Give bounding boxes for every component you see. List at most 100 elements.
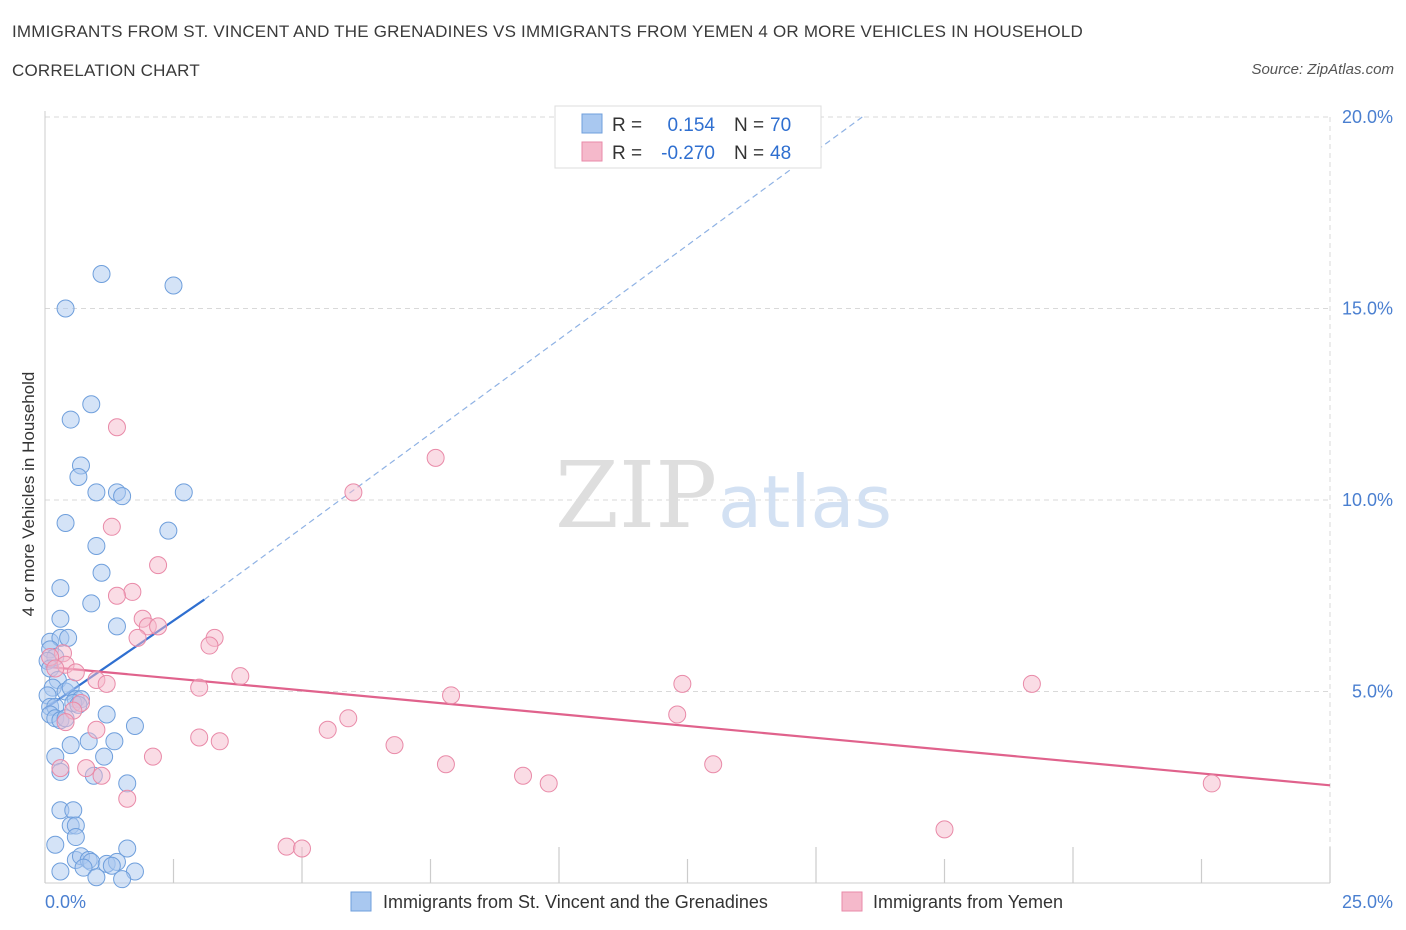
blue-data-point (59, 628, 78, 647)
blue-trend-extension (203, 116, 863, 601)
pink-data-point (107, 586, 126, 605)
pink-data-point (935, 820, 954, 839)
pink-data-point (231, 667, 250, 686)
y-tick-label: 20.0% (1342, 107, 1393, 127)
pink-data-point (149, 556, 168, 575)
pink-data-point (293, 839, 311, 858)
legend-swatch-blue (350, 891, 372, 912)
pink-data-point (51, 759, 70, 778)
watermark: ZIP atlas (555, 442, 892, 549)
blue-data-point (51, 579, 70, 598)
pink-data-point (87, 720, 106, 739)
pink-data-point (436, 755, 455, 774)
blue-data-point (164, 276, 183, 295)
blue-data-point (82, 395, 101, 414)
stats-swatch-pink (581, 141, 603, 162)
blue-data-point (56, 513, 75, 532)
stats-legend: R = 0.154 N = 70 R = -0.270 N = 48 (554, 105, 822, 169)
blue-data-point (82, 594, 101, 613)
stats-r-label-pink: R = (612, 143, 642, 164)
blue-data-point (174, 483, 193, 502)
blue-data-point (92, 563, 111, 582)
watermark-zip: ZIP (555, 442, 717, 549)
pink-data-point (1022, 674, 1041, 693)
data-points (38, 265, 1221, 889)
pink-data-point (318, 720, 337, 739)
blue-data-point (92, 265, 111, 284)
pink-data-point (673, 674, 692, 693)
pink-data-point (92, 766, 111, 785)
pink-data-point (514, 766, 533, 785)
blue-data-point (51, 609, 70, 628)
blue-data-point (95, 747, 114, 766)
pink-data-point (344, 483, 363, 502)
pink-trend-line (44, 665, 1331, 787)
blue-data-point (51, 862, 70, 881)
blue-data-point (87, 536, 106, 555)
pink-data-point (77, 759, 96, 778)
y-tick-label: 5.0% (1352, 682, 1393, 702)
pink-data-point (277, 837, 296, 856)
blue-data-point (87, 868, 106, 887)
y-tick-label: 15.0% (1342, 299, 1393, 319)
blue-data-point (46, 835, 65, 854)
blue-data-point (118, 839, 137, 858)
blue-data-point (87, 483, 106, 502)
pink-data-point (190, 678, 209, 697)
pink-data-point (200, 636, 219, 655)
pink-data-point (123, 582, 142, 601)
pink-data-point (97, 674, 116, 693)
stats-r-value-pink: -0.270 (661, 143, 715, 164)
y-tick-label: 10.0% (1342, 490, 1393, 510)
pink-data-point (118, 789, 137, 808)
pink-data-point (190, 728, 209, 747)
chart-title: IMMIGRANTS FROM ST. VINCENT AND THE GREN… (12, 22, 1083, 41)
blue-data-point (97, 705, 116, 724)
pink-data-point (442, 686, 461, 705)
stats-n-value-pink: 48 (770, 143, 791, 164)
blue-data-point (69, 468, 88, 487)
pink-data-point (339, 709, 358, 728)
blue-data-point (113, 870, 132, 889)
pink-data-point (385, 736, 404, 755)
pink-data-point (426, 448, 445, 467)
pink-data-point (668, 705, 687, 724)
blue-data-point (159, 521, 178, 540)
pink-data-point (102, 517, 121, 536)
blue-data-point (64, 801, 83, 820)
stats-r-value-blue: 0.154 (667, 115, 715, 136)
pink-data-point (1202, 774, 1221, 793)
blue-data-point (107, 617, 126, 636)
blue-data-point (56, 299, 75, 318)
legend-label-blue: Immigrants from St. Vincent and the Gren… (383, 892, 768, 912)
source-label: Source: ZipAtlas.com (1251, 61, 1394, 78)
stats-n-value-blue: 70 (770, 115, 791, 136)
pink-data-point (143, 747, 162, 766)
x-tick-label: 0.0% (45, 892, 86, 912)
axes: 5.0% 10.0% 15.0% 20.0% 0.0% 25.0% (44, 107, 1393, 912)
blue-data-point (74, 858, 93, 877)
blue-data-point (113, 487, 132, 506)
blue-data-point (125, 716, 144, 735)
legend-swatch-pink (841, 891, 863, 912)
pink-data-point (128, 628, 147, 647)
stats-n-label-blue: N = (734, 115, 764, 136)
pink-data-point (704, 755, 723, 774)
x-tick-label: 25.0% (1342, 892, 1393, 912)
pink-data-point (66, 663, 85, 682)
pink-data-point (210, 732, 229, 751)
pink-data-point (149, 617, 168, 636)
stats-r-label-blue: R = (612, 115, 642, 136)
chart-subtitle: CORRELATION CHART (12, 61, 200, 80)
y-axis-label: 4 or more Vehicles in Household (19, 372, 38, 617)
series-legend: Immigrants from St. Vincent and the Gren… (350, 891, 1063, 912)
blue-data-point (61, 736, 80, 755)
pink-data-point (56, 713, 75, 732)
blue-data-point (61, 410, 80, 429)
legend-label-pink: Immigrants from Yemen (873, 892, 1063, 912)
blue-data-point (105, 732, 124, 751)
blue-data-point (118, 774, 137, 793)
pink-data-point (46, 659, 65, 678)
pink-data-point (539, 774, 558, 793)
